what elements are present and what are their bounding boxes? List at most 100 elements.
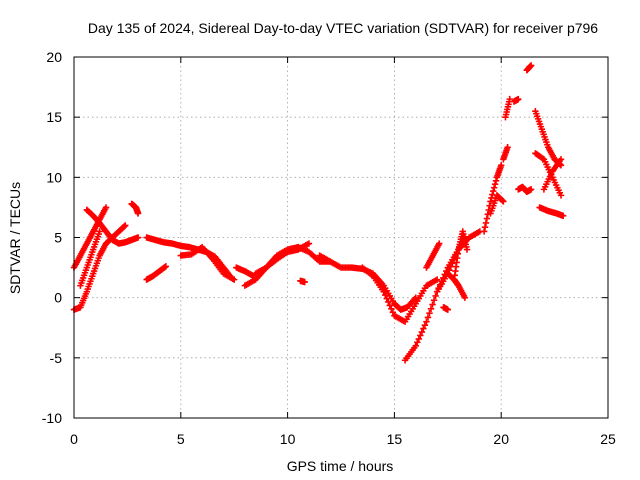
series-arc-28	[532, 107, 565, 169]
data-point	[444, 306, 451, 313]
data-point	[122, 222, 129, 229]
series-arc-20	[440, 304, 451, 313]
series-arc-16	[423, 240, 443, 271]
data-point	[481, 223, 489, 231]
data-point	[162, 263, 170, 270]
y-tick-label: 15	[46, 109, 62, 125]
data-point	[102, 204, 110, 211]
data-point	[449, 260, 456, 267]
x-tick-label: 10	[280, 431, 296, 447]
data-point	[482, 219, 490, 227]
data-point	[463, 246, 471, 253]
data-point	[515, 95, 522, 103]
x-tick-label: 5	[177, 431, 185, 447]
series-arc-22	[487, 192, 507, 217]
data-point	[301, 278, 308, 286]
data-point	[382, 291, 389, 299]
data-point	[480, 228, 488, 235]
data-point	[506, 95, 513, 103]
data-point	[389, 309, 397, 316]
series-arc-9	[233, 264, 257, 280]
data-point	[499, 197, 506, 204]
data-point	[380, 288, 387, 295]
data-point	[490, 184, 498, 191]
data-point	[489, 191, 496, 198]
data-point	[429, 301, 436, 308]
x-axis-label: GPS time / hours	[287, 458, 394, 474]
data-point	[504, 144, 511, 151]
series-arc-12	[297, 277, 308, 286]
data-point	[134, 234, 142, 241]
series-arc-14	[359, 264, 441, 325]
data-point	[483, 215, 491, 222]
x-tick-label: 15	[387, 431, 403, 447]
x-tick-label: 25	[600, 431, 616, 447]
series-arc-29	[532, 150, 565, 199]
data-point	[492, 177, 500, 184]
data-point	[415, 335, 423, 343]
data-point	[490, 187, 497, 195]
series-arc-1	[70, 222, 129, 313]
data-point	[423, 318, 430, 325]
axis-ticks: 0 5 10 15 20 25 -10 -5 0 5 10 15 20	[42, 49, 616, 447]
series-arc-5	[128, 200, 142, 217]
data-point	[383, 295, 390, 302]
y-tick-label: 5	[54, 230, 62, 246]
data-point	[388, 305, 395, 313]
data-point	[461, 294, 469, 301]
data-point	[433, 276, 441, 283]
data-point	[386, 302, 394, 309]
data-point	[305, 240, 313, 247]
data-point	[424, 314, 432, 321]
series-arc-13	[316, 252, 419, 313]
series-arc-26	[523, 62, 535, 74]
series-arc-4	[83, 206, 142, 247]
data-point	[412, 294, 419, 301]
y-tick-label: 10	[46, 169, 62, 185]
data-point	[231, 276, 238, 283]
data-point	[436, 240, 443, 247]
y-tick-label: -5	[50, 350, 63, 366]
data-point	[498, 162, 505, 169]
data-point	[134, 210, 142, 217]
series-arc-24	[500, 144, 511, 163]
series-arc-25	[510, 95, 522, 105]
data-point	[527, 62, 535, 69]
data-point	[557, 192, 565, 199]
y-tick-label: 0	[54, 290, 62, 306]
data-point	[121, 223, 128, 230]
series-arc-23	[502, 95, 513, 121]
series-arc-30	[536, 204, 567, 220]
data-point	[414, 339, 421, 346]
data-point	[426, 309, 433, 317]
data-point	[418, 328, 426, 336]
series-arc-3	[77, 228, 103, 289]
data-point	[487, 198, 494, 205]
data-point	[559, 212, 567, 220]
series-arc-11	[252, 240, 313, 277]
data-point	[557, 156, 565, 163]
series-arc-19	[451, 228, 471, 283]
y-tick-label: -10	[42, 410, 62, 426]
data-point	[385, 298, 392, 306]
plot-frame	[73, 56, 609, 419]
data-point	[427, 305, 435, 313]
grid-lines	[74, 57, 608, 418]
data-points	[70, 62, 567, 364]
chart-title: Day 135 of 2024, Sidereal Day-to-day VTE…	[88, 20, 598, 36]
data-point	[539, 155, 546, 162]
data-point	[430, 297, 438, 304]
series-arc-27	[515, 183, 535, 195]
data-point	[500, 198, 507, 205]
series-arc-21	[480, 162, 505, 235]
data-point	[412, 342, 419, 349]
y-tick-label: 20	[46, 49, 62, 65]
data-point	[491, 181, 499, 188]
x-tick-label: 20	[493, 431, 509, 447]
data-point	[432, 292, 439, 300]
data-point	[421, 321, 429, 329]
data-point	[420, 325, 427, 332]
y-axis-label: SDTVAR / TECUs	[7, 182, 23, 294]
data-point	[527, 186, 535, 193]
